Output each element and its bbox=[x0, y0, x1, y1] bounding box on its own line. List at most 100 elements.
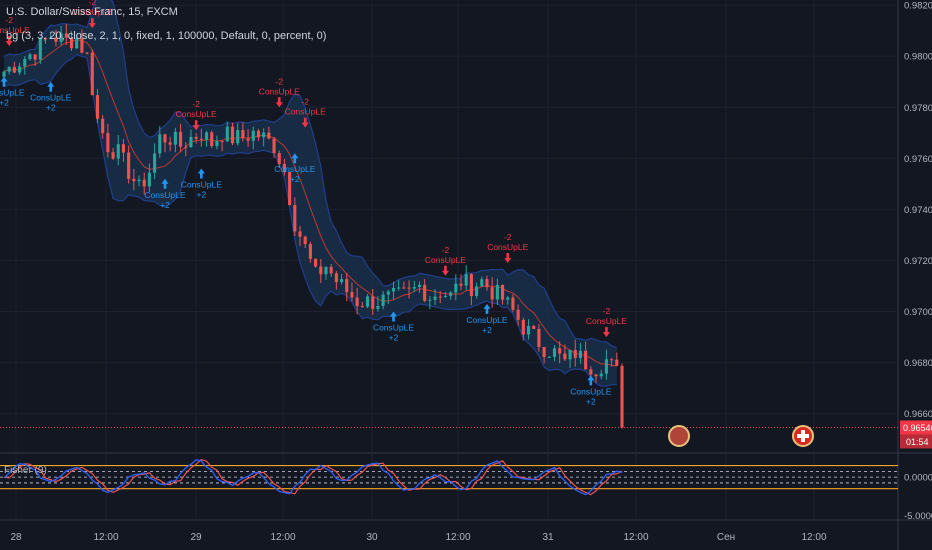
candle-body bbox=[194, 136, 198, 139]
signal-arrow-up-icon bbox=[291, 153, 299, 164]
candle-body bbox=[33, 54, 37, 60]
candle-body bbox=[329, 266, 333, 274]
candle-body bbox=[241, 130, 245, 139]
candle-body bbox=[386, 291, 390, 295]
candle-body bbox=[563, 353, 567, 360]
time-tick-label: 12:00 bbox=[445, 532, 470, 543]
candle-body bbox=[272, 138, 276, 153]
signal-sub-label: -2 bbox=[275, 76, 283, 86]
signal-label: ConsUpLE bbox=[274, 164, 315, 174]
candle-body bbox=[163, 134, 167, 143]
candle-body bbox=[547, 356, 551, 358]
candle-body bbox=[230, 126, 235, 144]
signal-arrow-down-icon bbox=[5, 35, 13, 46]
candle-body bbox=[75, 38, 79, 49]
signal-sub-label: -2 bbox=[89, 0, 97, 7]
signal-label: ConsUpLE bbox=[259, 86, 300, 96]
time-tick-label: 29 bbox=[190, 532, 202, 543]
candle-body bbox=[350, 292, 354, 298]
candle-body bbox=[402, 287, 406, 289]
candle-body bbox=[298, 231, 302, 237]
signal-arrow-up-icon bbox=[389, 311, 397, 322]
fisher-label: Fisher (9) bbox=[4, 465, 47, 476]
candle-body bbox=[506, 297, 510, 300]
candle-body bbox=[80, 38, 84, 53]
candle-body bbox=[64, 33, 68, 38]
candle-body bbox=[516, 309, 520, 320]
candle-body bbox=[319, 266, 323, 275]
candle-body bbox=[610, 359, 614, 361]
candle-body bbox=[594, 374, 598, 377]
candle-body bbox=[28, 54, 32, 60]
candle-body bbox=[267, 132, 271, 139]
candle-body bbox=[314, 258, 318, 267]
candle-body bbox=[620, 365, 624, 428]
candle-body bbox=[360, 306, 364, 308]
signal-label: ConsUpLE bbox=[466, 315, 507, 325]
candle-body bbox=[215, 140, 219, 147]
fisher-trigger-line bbox=[3, 459, 623, 496]
last-price-label: 0.96546 bbox=[903, 423, 932, 433]
candle-body bbox=[469, 274, 473, 297]
candle-body bbox=[236, 130, 240, 144]
candle-body bbox=[43, 38, 48, 40]
countdown-label: 01:54 bbox=[906, 437, 929, 447]
us-flag-icon bbox=[668, 425, 690, 447]
time-tick-label: 31 bbox=[542, 532, 554, 543]
signal-label: ConsUpLE bbox=[72, 7, 113, 17]
candle-body bbox=[173, 131, 177, 145]
last-price-badge bbox=[900, 420, 932, 435]
time-tick-label: 30 bbox=[366, 532, 378, 543]
signal-sub-label: -2 bbox=[301, 97, 309, 107]
signal-sub-label: +2 bbox=[389, 333, 399, 343]
candle-body bbox=[324, 266, 328, 275]
candle-body bbox=[199, 138, 203, 140]
candle-body bbox=[495, 284, 499, 300]
signal-label: ConsUpLE bbox=[181, 180, 222, 190]
signal-label: ConsUpLE bbox=[373, 323, 414, 333]
symbol-title: U.S. Dollar/Swiss Franc, 15, FXCM bbox=[6, 6, 178, 18]
candle-body bbox=[334, 273, 338, 283]
candle-body bbox=[158, 134, 162, 154]
candle-body bbox=[397, 287, 401, 289]
indicator-params: bg (3, 3, 20, close, 2, 1, 0, fixed, 1, … bbox=[6, 30, 327, 42]
candle-body bbox=[464, 274, 468, 286]
band-basis bbox=[3, 38, 617, 367]
candle-body bbox=[288, 172, 292, 206]
signal-sub-label: +2 bbox=[586, 396, 596, 406]
candle-body bbox=[371, 296, 375, 309]
candle-body bbox=[12, 66, 16, 73]
signal-label: ConsUpLE bbox=[0, 25, 30, 35]
candle-body bbox=[277, 152, 281, 164]
candle-body bbox=[220, 140, 224, 142]
candle-body bbox=[521, 319, 525, 335]
signal-label: ConsUpLE bbox=[487, 242, 528, 252]
candle-body bbox=[438, 296, 442, 298]
signal-sub-label: -2 bbox=[442, 245, 450, 255]
candle-body bbox=[111, 152, 115, 159]
time-tick-label: Сен bbox=[717, 532, 735, 543]
candle-body bbox=[204, 132, 209, 140]
candle-body bbox=[475, 286, 479, 297]
signal-arrow-up-icon bbox=[197, 168, 205, 179]
candle-body bbox=[7, 66, 11, 72]
candle-body bbox=[308, 244, 312, 259]
candle-body bbox=[391, 287, 396, 292]
candle-body bbox=[116, 144, 120, 159]
candle-body bbox=[490, 287, 494, 300]
event-flags bbox=[668, 425, 814, 447]
candle-body bbox=[532, 325, 536, 329]
candle-body bbox=[376, 306, 380, 309]
signal-sub-label: -2 bbox=[603, 306, 611, 316]
signal-label: ConsUpLE bbox=[0, 88, 25, 98]
signal-arrow-up-icon bbox=[47, 81, 55, 92]
candle-body bbox=[293, 205, 297, 232]
candle-body bbox=[500, 284, 505, 300]
signal-arrow-up-icon bbox=[161, 178, 169, 189]
